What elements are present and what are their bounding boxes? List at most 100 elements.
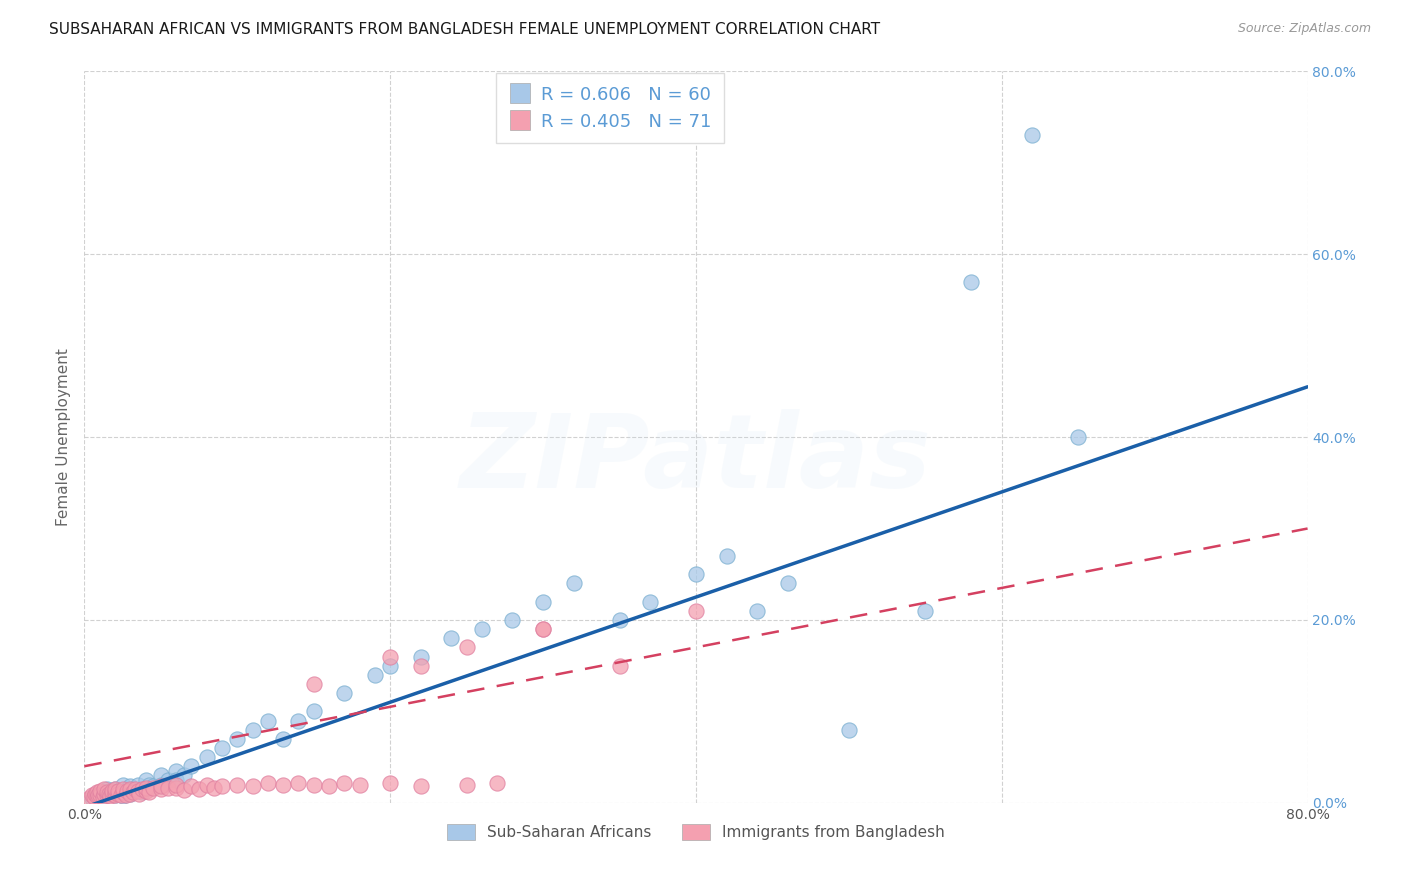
Point <box>120 780 142 794</box>
Point <box>77 791 100 805</box>
Point <box>202 781 225 796</box>
Point <box>86 785 108 799</box>
Point <box>173 768 195 782</box>
Point <box>96 782 118 797</box>
Point <box>776 576 799 591</box>
Point <box>127 778 149 792</box>
Point <box>638 594 661 608</box>
Point <box>440 632 463 646</box>
Point <box>80 791 103 805</box>
Point <box>96 785 118 799</box>
Point <box>349 778 371 792</box>
Point <box>122 785 145 799</box>
Point <box>127 784 149 798</box>
Point <box>226 778 249 792</box>
Point <box>138 785 160 799</box>
Point <box>165 764 187 778</box>
Point <box>98 789 121 804</box>
Point <box>89 784 111 798</box>
Point <box>195 750 218 764</box>
Point <box>91 791 114 805</box>
Point <box>157 781 180 796</box>
Point <box>838 723 860 737</box>
Point <box>1067 430 1090 444</box>
Point <box>531 594 554 608</box>
Point <box>302 778 325 792</box>
Point <box>333 686 356 700</box>
Point <box>211 740 233 755</box>
Point <box>107 787 129 801</box>
Point <box>287 714 309 728</box>
Point <box>333 775 356 789</box>
Text: Source: ZipAtlas.com: Source: ZipAtlas.com <box>1237 22 1371 36</box>
Point <box>456 778 478 792</box>
Point <box>111 778 134 792</box>
Point <box>609 613 631 627</box>
Point <box>91 790 114 805</box>
Point <box>380 775 402 789</box>
Y-axis label: Female Unemployment: Female Unemployment <box>56 348 72 526</box>
Point <box>1021 128 1043 143</box>
Point <box>135 772 157 787</box>
Point <box>84 789 107 803</box>
Point <box>242 780 264 794</box>
Text: ZIPatlas: ZIPatlas <box>460 409 932 509</box>
Point <box>242 723 264 737</box>
Point <box>104 789 127 803</box>
Point <box>97 787 120 801</box>
Point <box>104 782 127 797</box>
Point <box>562 576 585 591</box>
Point <box>747 604 769 618</box>
Point <box>471 622 494 636</box>
Point <box>287 775 309 789</box>
Point <box>409 658 432 673</box>
Point <box>157 772 180 787</box>
Point <box>716 549 738 563</box>
Point <box>83 790 105 805</box>
Point <box>96 789 118 803</box>
Point <box>93 787 115 801</box>
Point <box>86 793 108 807</box>
Point <box>124 782 146 797</box>
Point <box>93 785 115 799</box>
Point <box>115 784 138 798</box>
Point <box>271 778 294 792</box>
Point <box>456 640 478 655</box>
Point <box>80 789 103 803</box>
Point <box>302 677 325 691</box>
Point <box>180 759 202 773</box>
Point <box>502 613 524 627</box>
Point <box>120 787 142 801</box>
Point <box>89 787 111 801</box>
Point <box>409 649 432 664</box>
Point <box>165 781 187 796</box>
Point <box>115 782 138 797</box>
Point <box>257 775 280 789</box>
Point <box>122 782 145 797</box>
Point <box>84 787 107 801</box>
Point <box>110 788 132 802</box>
Point <box>960 275 983 289</box>
Point <box>211 780 233 794</box>
Point <box>135 782 157 797</box>
Legend: Sub-Saharan Africans, Immigrants from Bangladesh: Sub-Saharan Africans, Immigrants from Ba… <box>441 818 950 847</box>
Point <box>96 789 118 803</box>
Point <box>101 787 124 801</box>
Point <box>93 782 115 797</box>
Point <box>914 604 936 618</box>
Point <box>380 649 402 664</box>
Point <box>188 782 211 797</box>
Point <box>120 782 142 797</box>
Point <box>180 780 202 794</box>
Point <box>409 780 432 794</box>
Point <box>142 780 165 794</box>
Point <box>302 705 325 719</box>
Point <box>685 567 707 582</box>
Point <box>257 714 280 728</box>
Point <box>135 781 157 796</box>
Point <box>142 781 165 796</box>
Point <box>101 787 124 801</box>
Point <box>101 784 124 798</box>
Point <box>380 658 402 673</box>
Point <box>149 778 172 792</box>
